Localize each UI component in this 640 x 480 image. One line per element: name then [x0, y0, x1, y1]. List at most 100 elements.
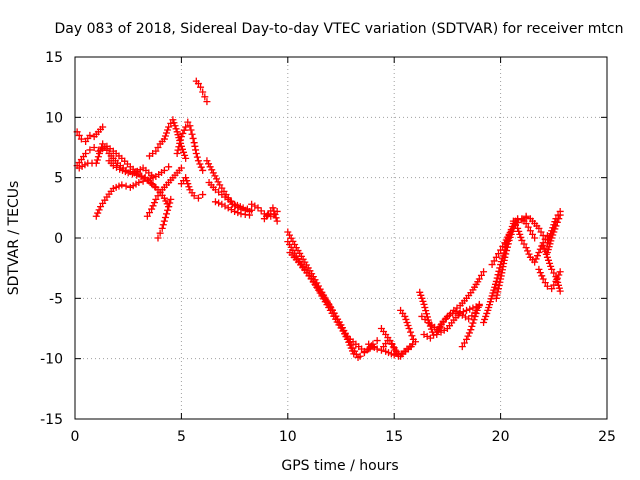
data-point-interp	[164, 126, 172, 134]
data-point-interp	[422, 307, 430, 315]
data-point	[203, 98, 211, 106]
data-point	[190, 192, 198, 200]
data-point-interp	[538, 272, 546, 280]
data-point-interp	[270, 207, 278, 215]
x-tick-label: 25	[598, 429, 616, 445]
data-point	[186, 122, 194, 130]
data-point-interp	[390, 344, 398, 352]
data-point-interp	[163, 129, 171, 137]
data-point-interp	[407, 328, 415, 336]
data-point	[165, 203, 173, 211]
data-point	[148, 205, 156, 213]
data-point	[167, 195, 175, 203]
data-point	[141, 174, 149, 182]
x-tick-label: 0	[71, 429, 80, 445]
data-point-interp	[524, 223, 532, 231]
data-point-interp	[94, 153, 102, 161]
data-point-interp	[144, 177, 152, 185]
data-point	[194, 80, 202, 88]
data-point-interp	[75, 131, 83, 139]
data-point-interp	[494, 288, 502, 296]
data-point-interp	[164, 206, 172, 214]
x-tick-label: 15	[385, 429, 403, 445]
data-point-interp	[490, 257, 498, 265]
data-point	[77, 135, 85, 143]
data-point-interp	[540, 244, 548, 252]
data-point	[99, 123, 107, 131]
data-point	[199, 191, 207, 199]
data-point	[539, 241, 547, 249]
data-point	[373, 345, 381, 353]
data-point	[273, 217, 281, 225]
data-point-interp	[511, 221, 519, 229]
data-point-interp	[474, 303, 482, 311]
data-point	[152, 147, 160, 155]
data-point-interp	[176, 139, 184, 147]
data-point-interp	[550, 269, 558, 277]
data-point	[165, 123, 173, 131]
y-axis-label: SDTVAR / TECUs	[6, 181, 22, 296]
data-point	[269, 204, 277, 212]
data-point-interp	[145, 209, 153, 217]
data-point	[211, 198, 219, 206]
data-point-interp	[473, 306, 481, 314]
data-point-interp	[493, 291, 501, 299]
y-tick-label: 0	[54, 231, 63, 247]
data-point	[522, 212, 530, 220]
data-point-interp	[196, 160, 204, 168]
data-point	[497, 246, 505, 254]
data-point-interp	[214, 178, 222, 186]
data-point-interp	[477, 271, 485, 279]
data-point-interp	[466, 305, 474, 313]
data-point-interp	[197, 163, 205, 171]
data-point	[92, 159, 100, 167]
data-point	[143, 212, 151, 220]
data-point-interp	[177, 136, 185, 144]
data-point	[509, 217, 517, 225]
data-point-interp	[272, 214, 280, 222]
data-point-interp	[494, 271, 502, 279]
data-point	[526, 227, 534, 235]
data-point	[475, 275, 483, 283]
data-point	[231, 207, 239, 215]
data-point	[177, 133, 185, 141]
data-point	[201, 93, 209, 101]
data-point	[182, 174, 190, 182]
data-point	[401, 312, 409, 320]
data-point-interp	[418, 294, 426, 302]
data-point-interp	[483, 309, 491, 317]
data-point-interp	[154, 144, 162, 151]
data-point-interp	[496, 278, 504, 286]
data-point-interp	[187, 126, 195, 134]
data-point-interp	[507, 230, 515, 238]
data-point	[492, 253, 500, 261]
data-point	[373, 337, 381, 345]
data-point	[535, 224, 543, 232]
data-point	[192, 150, 200, 158]
data-point-interp	[95, 206, 103, 214]
data-point	[86, 131, 94, 139]
data-point-interp	[95, 150, 103, 158]
data-point-interp	[174, 146, 182, 154]
data-point	[548, 285, 556, 293]
data-point	[552, 222, 560, 230]
data-point	[163, 210, 171, 218]
data-point	[475, 300, 483, 308]
data-point-interp	[464, 332, 472, 340]
data-point-interp	[206, 163, 214, 171]
data-point-interp	[208, 166, 216, 174]
data-point	[543, 282, 551, 290]
x-tick-label: 10	[279, 429, 297, 445]
data-point	[492, 294, 500, 302]
data-point-interp	[494, 285, 502, 293]
data-point	[160, 135, 168, 143]
data-point-interp	[404, 321, 412, 329]
data-point	[254, 204, 262, 212]
data-point-interp	[271, 210, 279, 218]
data-point-interp	[193, 153, 201, 161]
data-points	[73, 77, 564, 361]
data-point	[556, 268, 564, 276]
x-axis-label: GPS time / hours	[281, 458, 398, 474]
data-point-interp	[419, 297, 427, 305]
